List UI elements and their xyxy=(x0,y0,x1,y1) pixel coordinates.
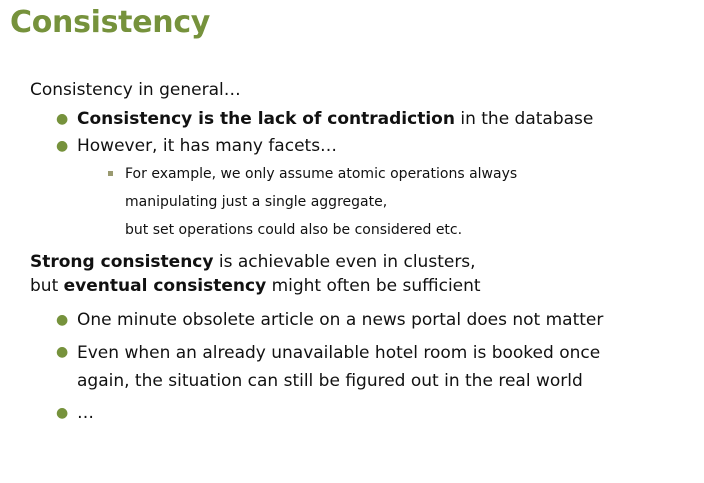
sub-list-line: For example, we only assume atomic opera… xyxy=(125,166,518,182)
bullet-list-consistency: ● Consistency is the lack of contradicti… xyxy=(30,106,700,244)
intro-text: Consistency in general… xyxy=(30,80,241,100)
paragraph-text: but xyxy=(30,276,64,296)
list-item: ● Even when an already unavailable hotel… xyxy=(30,339,700,395)
list-item-text: in the database xyxy=(454,109,594,129)
list-item-text: Even when an already unavailable hotel r… xyxy=(77,343,601,363)
list-item-text: again, the situation can still be figure… xyxy=(77,371,583,391)
bullet-icon: ● xyxy=(56,344,69,360)
list-item: ● … xyxy=(30,400,700,427)
list-item: ● Consistency is the lack of contradicti… xyxy=(30,106,700,133)
list-item: ● However, it has many facets… For examp… xyxy=(30,133,700,244)
paragraph-text: is achievable even in clusters, xyxy=(213,252,476,272)
paragraph-line: Strong consistency is achievable even in… xyxy=(30,250,700,274)
list-item-text: … xyxy=(77,403,94,423)
square-bullet-icon xyxy=(108,171,113,176)
slide-title: Consistency xyxy=(10,5,211,40)
sub-list-item: For example, we only assume atomic opera… xyxy=(30,160,700,244)
slide-content: Consistency in general… ● Consistency is… xyxy=(30,78,700,432)
list-item-text: One minute obsolete article on a news po… xyxy=(77,310,604,330)
bullet-icon: ● xyxy=(56,111,69,127)
list-item: ● One minute obsolete article on a news … xyxy=(30,307,700,334)
bullet-icon: ● xyxy=(56,405,69,421)
bullet-icon: ● xyxy=(56,312,69,328)
sub-list-line: but set operations could also be conside… xyxy=(125,222,463,238)
sub-bullet-list: For example, we only assume atomic opera… xyxy=(30,160,700,244)
sub-list-line: manipulating just a single aggregate, xyxy=(125,194,388,210)
bold-text: Consistency is the lack of contradiction xyxy=(77,109,455,129)
bullet-list-examples: ● One minute obsolete article on a news … xyxy=(30,307,700,427)
paragraph-text: might often be sufficient xyxy=(266,276,481,296)
list-item-text: However, it has many facets… xyxy=(77,136,338,156)
bullet-icon: ● xyxy=(56,138,69,154)
strong-eventual-paragraph: Strong consistency is achievable even in… xyxy=(30,250,700,298)
bold-text: eventual consistency xyxy=(63,276,267,296)
paragraph-line: but eventual consistency might often be … xyxy=(30,274,700,298)
bold-text: Strong consistency xyxy=(30,252,214,272)
